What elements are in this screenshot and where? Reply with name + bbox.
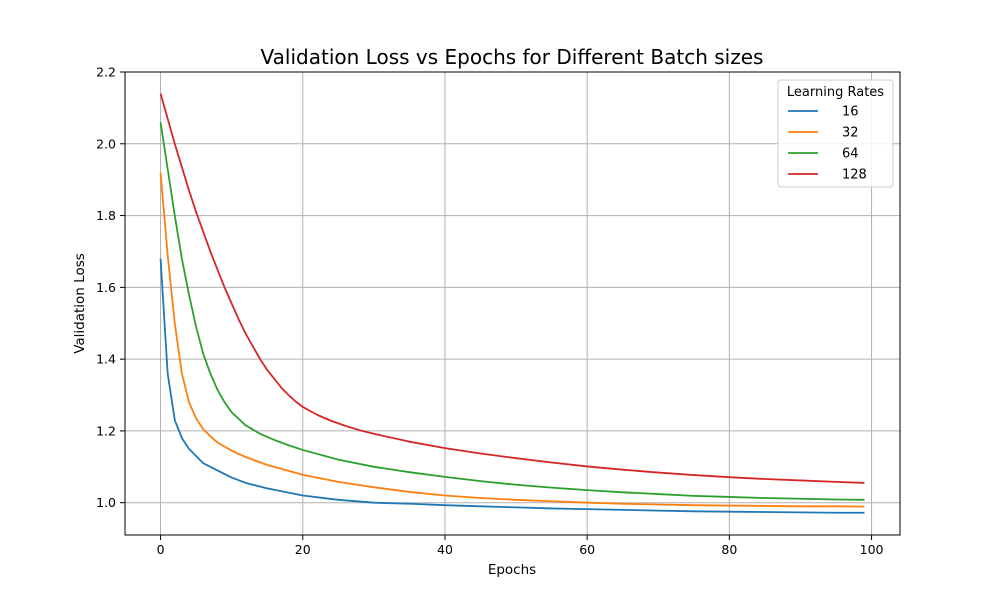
x-tick-label: 0 (157, 542, 165, 557)
legend-label-16: 16 (842, 105, 859, 120)
legend: Learning Rates 16 32 64 128 (777, 79, 894, 188)
series-line-128 (159, 93, 865, 484)
x-axis-label: Epochs (488, 562, 536, 578)
x-tick-label: 20 (295, 542, 311, 557)
axis-ticks: 0 20 40 60 80 100 1.0 1.2 1.4 1.6 1.8 2.0 2.2 (96, 65, 883, 558)
legend-box (777, 79, 894, 188)
y-tick-label: 1.2 (96, 423, 116, 438)
x-tick-label: 100 (860, 542, 884, 557)
legend-label-128: 128 (842, 168, 867, 183)
y-tick-label: 1.0 (96, 495, 116, 510)
x-tick-label: 80 (721, 542, 737, 557)
y-axis-label: Validation Loss (72, 253, 88, 354)
plot-frame (124, 71, 901, 536)
series-lines (159, 93, 865, 514)
x-tick-label: 40 (437, 542, 453, 557)
y-tick-label: 1.6 (96, 280, 116, 295)
series-line-16 (159, 258, 865, 514)
series-line-32 (159, 172, 865, 508)
legend-label-64: 64 (842, 147, 859, 162)
legend-title: Learning Rates (787, 85, 884, 100)
x-tick-label: 60 (579, 542, 595, 557)
y-tick-label: 2.2 (96, 65, 116, 80)
chart-title: Validation Loss vs Epochs for Different … (261, 45, 764, 69)
series-line-64 (159, 122, 865, 501)
y-tick-label: 2.0 (96, 136, 116, 151)
y-tick-label: 1.8 (96, 208, 116, 223)
y-tick-label: 1.4 (96, 352, 116, 367)
legend-label-32: 32 (842, 126, 859, 141)
